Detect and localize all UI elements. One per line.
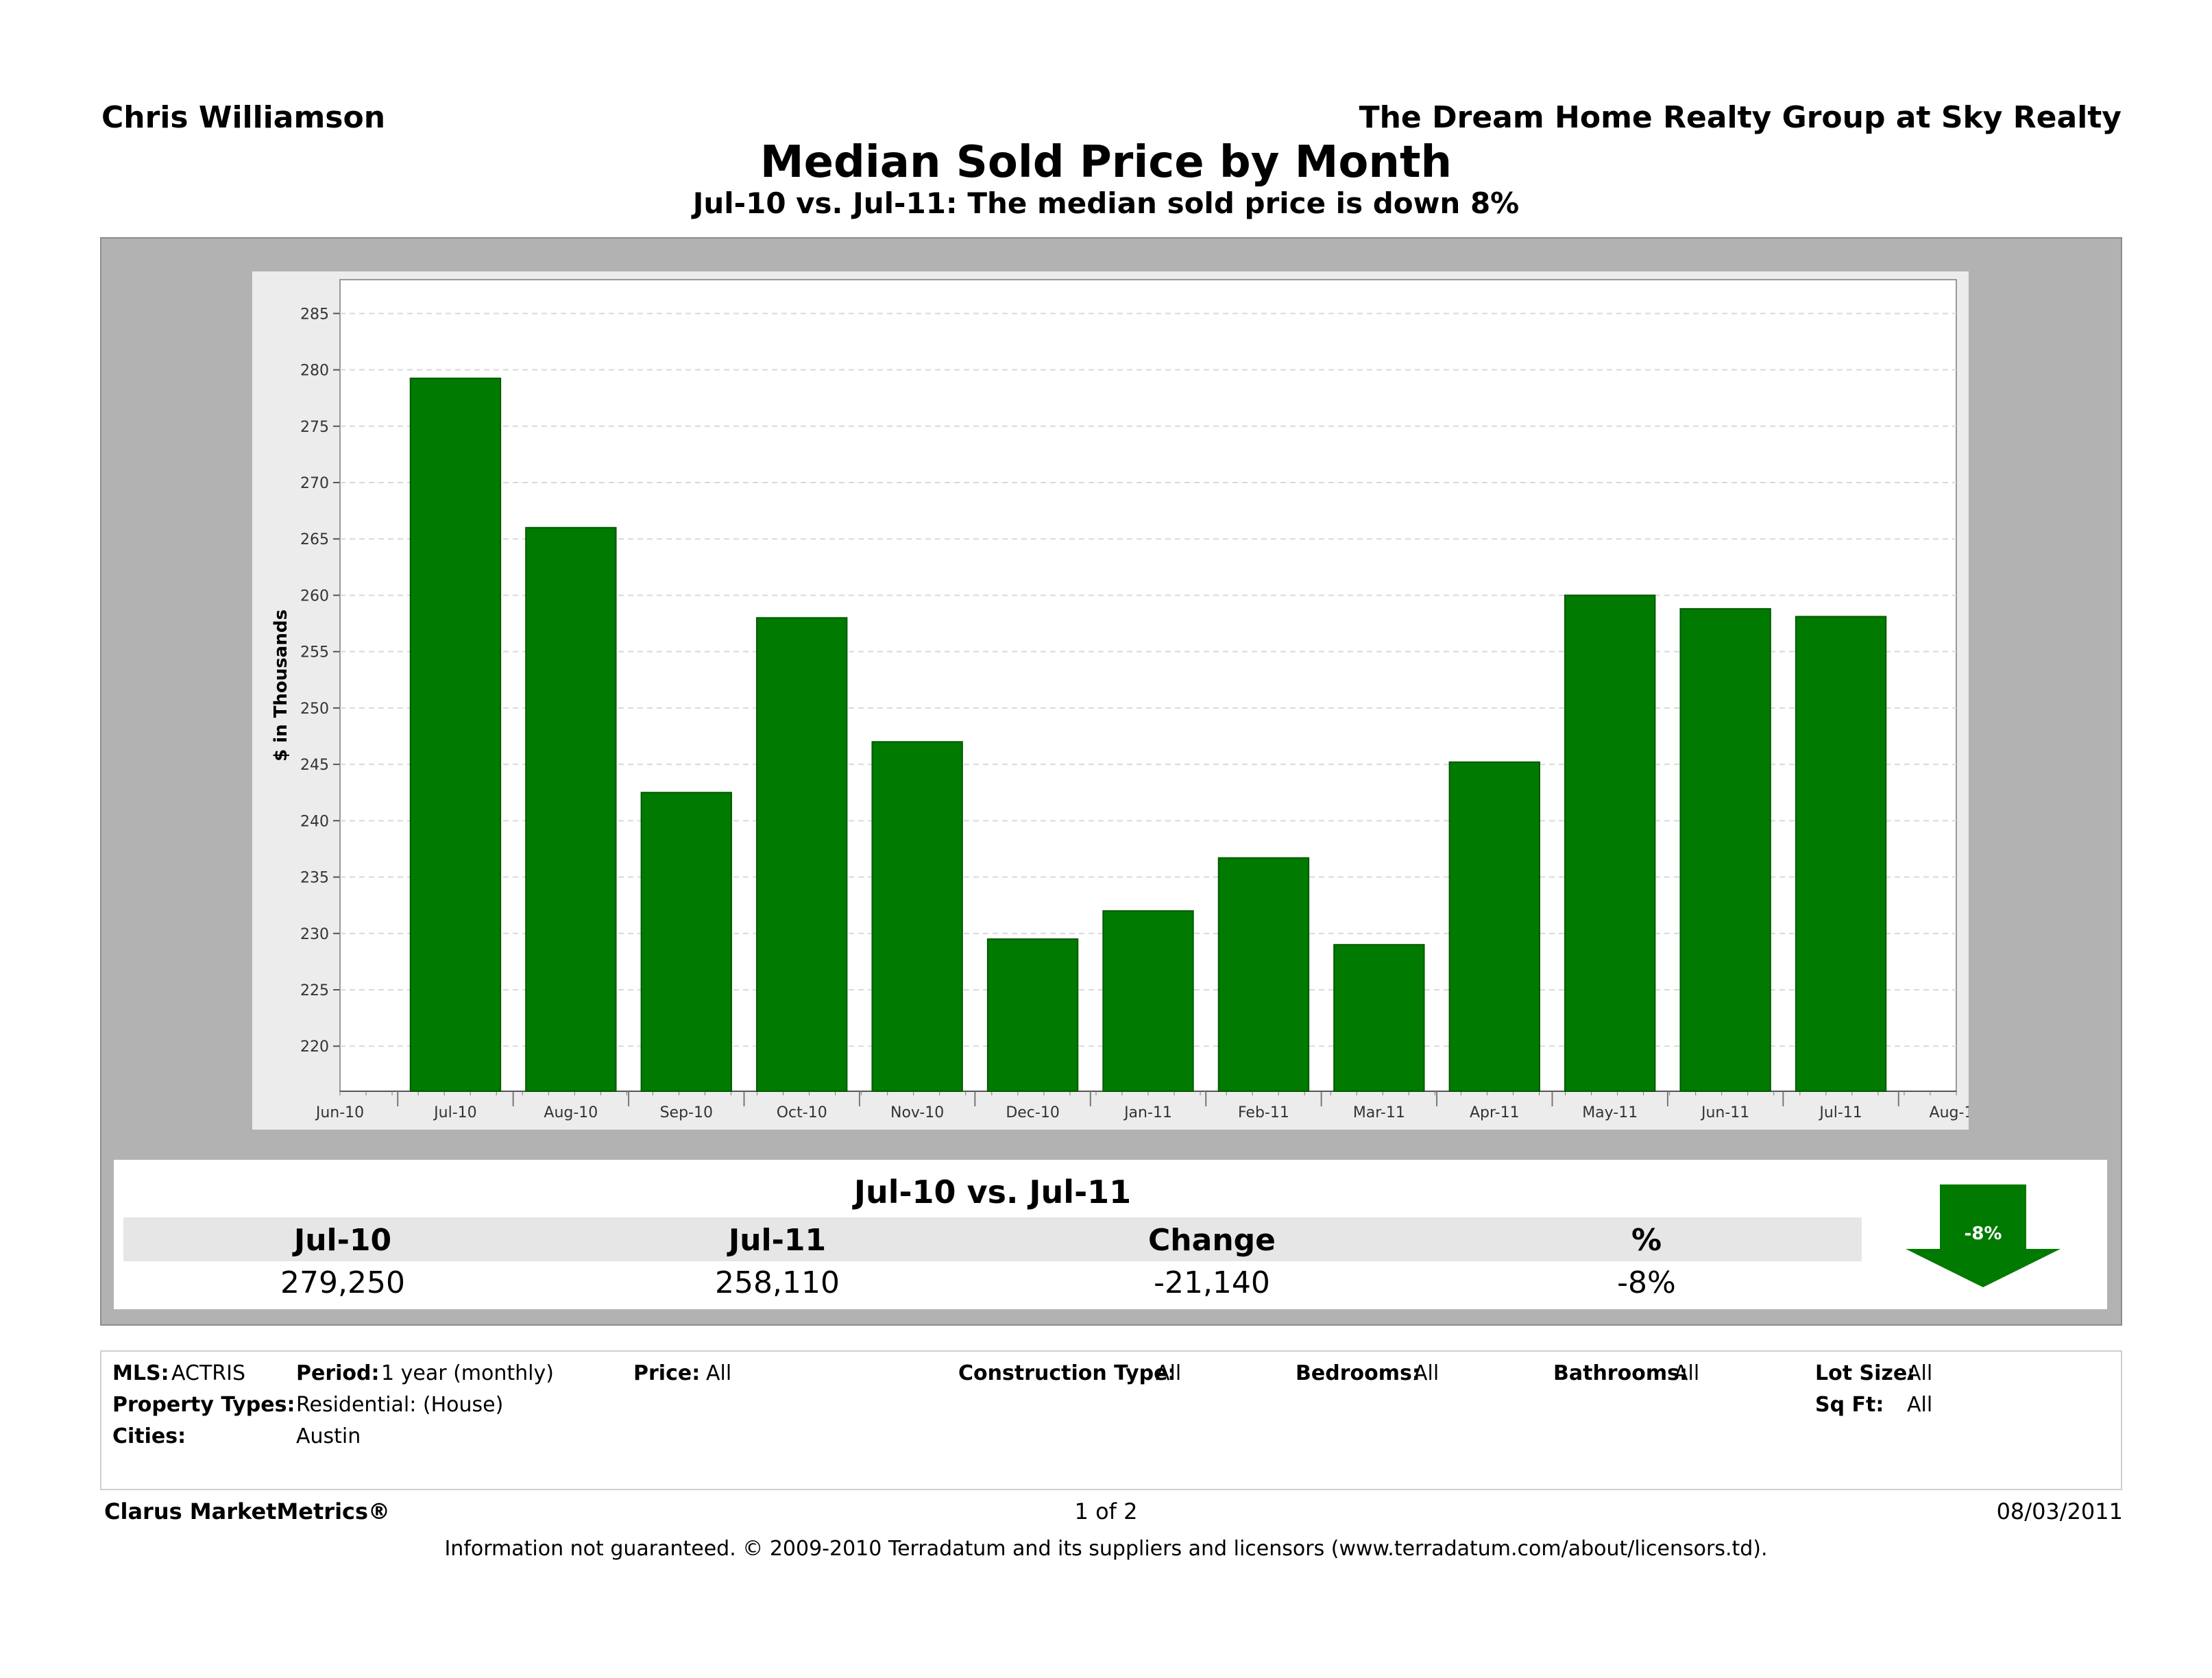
x-tick-label: Feb-11 — [1238, 1104, 1289, 1121]
x-tick-label: Jul-10 — [433, 1104, 476, 1121]
bar-chart: 220 225 230 235 240 245 250 255 260 265 270 275 280 2… — [271, 279, 1969, 1121]
filter-period-value: 1 year (monthly) — [381, 1361, 554, 1385]
y-tick-label: 280 — [300, 363, 329, 380]
filter-cities-value: Austin — [296, 1424, 361, 1448]
bar-nov-10 — [871, 741, 963, 1092]
filter-lot-size-label: Lot Size: — [1815, 1361, 1916, 1385]
y-tick-label: 225 — [300, 982, 329, 999]
summary-value-change: -21,140 — [1154, 1265, 1270, 1300]
bar-dec-10 — [986, 938, 1079, 1092]
x-tick-label: Apr-11 — [1470, 1104, 1520, 1121]
x-tick-label: Aug-11 — [1930, 1104, 1969, 1121]
x-tick-label: Aug-10 — [544, 1104, 598, 1121]
summary-header-change: Change — [1148, 1223, 1276, 1258]
filter-sqft-label: Sq Ft: — [1815, 1393, 1884, 1417]
change-arrow-label: -8% — [1965, 1224, 2002, 1244]
y-tick-label: 270 — [300, 475, 329, 492]
summary-values-bar — [123, 1261, 1862, 1301]
bar-feb-11 — [1217, 857, 1310, 1092]
filter-bedrooms-label: Bedrooms: — [1296, 1361, 1420, 1385]
y-tick-label: 235 — [300, 870, 329, 887]
filter-property-types-label: Property Types: — [112, 1393, 295, 1417]
footer-brand: Clarus MarketMetrics® — [104, 1498, 391, 1524]
filter-lot-size-value: All — [1907, 1361, 1933, 1385]
agent-name: Chris Williamson — [101, 100, 386, 135]
y-tick-label: 260 — [300, 587, 329, 605]
filter-mls-label: MLS: — [112, 1361, 169, 1385]
filter-period-label: Period: — [296, 1361, 380, 1385]
y-tick-label: 245 — [300, 757, 329, 774]
bar-jul-10 — [409, 377, 502, 1092]
chart-subtitle: Jul-10 vs. Jul-11: The median sold price… — [692, 186, 1520, 220]
summary-title-bar — [123, 1171, 1862, 1217]
summary-header-start: Jul-10 — [293, 1223, 392, 1258]
y-tick-label: 240 — [300, 813, 329, 830]
filter-construction-value: All — [1156, 1361, 1182, 1385]
y-tick-label: 285 — [300, 306, 329, 323]
chart-title: Median Sold Price by Month — [759, 137, 1453, 188]
y-tick-label: 265 — [300, 531, 329, 548]
change-indicator: -8% — [1892, 1171, 2074, 1301]
bar-aug-10 — [525, 526, 617, 1092]
summary-title: Jul-10 vs. Jul-11 — [853, 1174, 1132, 1211]
x-tick-label: Jul-11 — [1818, 1104, 1862, 1121]
filter-construction-label: Construction Type: — [958, 1361, 1176, 1385]
x-tick-label: Mar-11 — [1353, 1104, 1405, 1121]
y-tick-label: 230 — [300, 926, 329, 943]
bar-may-11 — [1564, 594, 1656, 1092]
y-axis-label: $ in Thousands — [271, 609, 291, 762]
bar-mar-11 — [1333, 944, 1425, 1092]
filter-bathrooms-value: All — [1674, 1361, 1700, 1385]
y-tick-label: 250 — [300, 701, 329, 718]
down-arrow-icon: -8% — [1906, 1184, 2061, 1287]
bar-jul-11 — [1795, 616, 1887, 1093]
x-tick-label: Nov-10 — [890, 1104, 944, 1121]
filter-bathrooms-label: Bathrooms: — [1553, 1361, 1688, 1385]
x-tick-label: Jan-11 — [1123, 1104, 1172, 1121]
filter-sqft-value: All — [1907, 1393, 1933, 1417]
x-tick-label: Oct-10 — [777, 1104, 827, 1121]
summary-value-percent: -8% — [1617, 1265, 1676, 1300]
filter-mls-value: ACTRIS — [171, 1361, 246, 1385]
bar-jun-11 — [1679, 608, 1771, 1092]
summary-value-end: 258,110 — [715, 1265, 840, 1300]
x-tick-label: Sep-10 — [660, 1104, 713, 1121]
filter-bedrooms-value: All — [1413, 1361, 1439, 1385]
summary-header-end: Jul-11 — [728, 1223, 827, 1258]
disclaimer: Information not guaranteed. © 2009-2010 … — [444, 1537, 1768, 1561]
filter-price-value: All — [706, 1361, 732, 1385]
summary-value-start: 279,250 — [280, 1265, 405, 1300]
x-tick-label: Jun-11 — [1700, 1104, 1749, 1121]
bar-sep-10 — [640, 792, 732, 1092]
y-tick-label: 275 — [300, 419, 329, 436]
bar-oct-10 — [756, 617, 848, 1093]
bar-jan-11 — [1102, 910, 1194, 1093]
filter-cities-label: Cities: — [112, 1424, 186, 1448]
y-tick-label: 255 — [300, 644, 329, 661]
filter-price-label: Price: — [633, 1361, 701, 1385]
y-tick-label: 220 — [300, 1038, 329, 1056]
summary-header-percent: % — [1631, 1223, 1662, 1258]
filters-panel — [100, 1350, 2122, 1490]
report-date: 08/03/2011 — [1996, 1498, 2123, 1524]
x-tick-label: Jun-10 — [315, 1104, 364, 1121]
down-arrow-shape — [1906, 1184, 2061, 1287]
bar-apr-11 — [1448, 761, 1540, 1092]
company-name: The Dream Home Realty Group at Sky Realt… — [1359, 100, 2122, 135]
x-tick-label: Dec-10 — [1006, 1104, 1060, 1121]
filter-property-types-value: Residential: (House) — [296, 1393, 504, 1417]
x-tick-label: May-11 — [1582, 1104, 1638, 1121]
page-number: 1 of 2 — [1074, 1498, 1138, 1524]
